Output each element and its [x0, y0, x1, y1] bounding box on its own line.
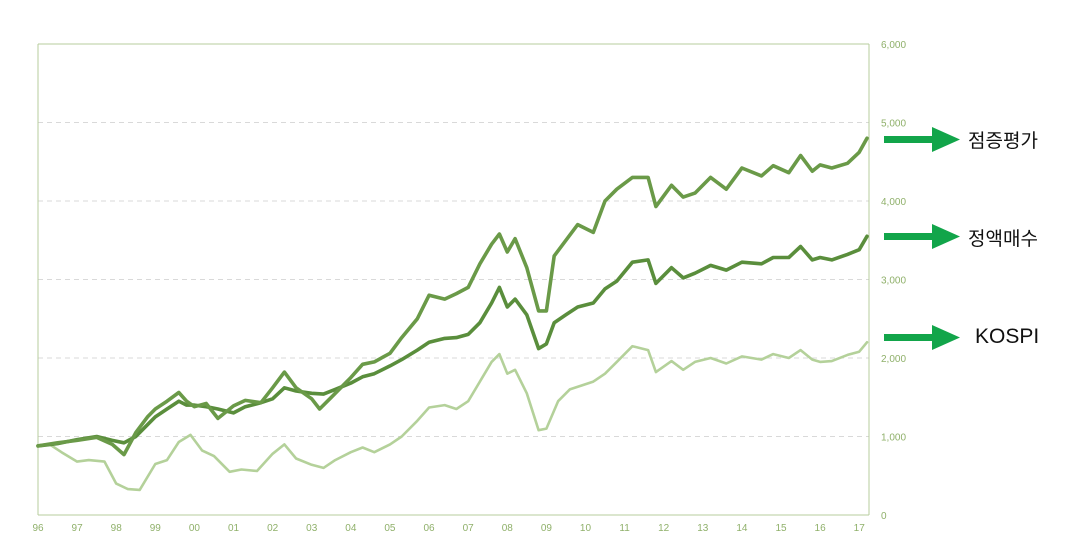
- legend-label-kospi: KOSPI: [975, 325, 1040, 348]
- x-tick-label: 12: [658, 523, 670, 534]
- y-tick-label: 3,000: [881, 276, 906, 287]
- x-tick-label: 14: [736, 523, 748, 534]
- y-tick-label: 4,000: [881, 197, 906, 208]
- x-tick-label: 97: [72, 523, 84, 534]
- legend-arrow-정액매수: [884, 224, 960, 249]
- x-tick-label: 01: [228, 523, 240, 534]
- x-tick-label: 06: [423, 523, 435, 534]
- x-tick-label: 96: [32, 523, 44, 534]
- x-tick-label: 13: [697, 523, 709, 534]
- x-tick-label: 16: [815, 523, 827, 534]
- legend-label-점증평가: 점증평가: [968, 130, 1038, 152]
- x-tick-label: 07: [463, 523, 475, 534]
- x-tick-label: 10: [580, 523, 592, 534]
- y-tick-label: 0: [881, 511, 887, 522]
- x-tick-label: 03: [306, 523, 318, 534]
- legend-arrow-kospi: [884, 325, 960, 350]
- series-line-정액매수: [36, 234, 869, 448]
- series-line-점증평가: [36, 136, 869, 457]
- x-tick-label: 09: [541, 523, 553, 534]
- y-tick-label: 5,000: [881, 119, 906, 130]
- series-line-KOSPI: [36, 341, 869, 492]
- x-tick-label: 11: [619, 523, 630, 534]
- x-tick-label: 15: [775, 523, 787, 534]
- y-tick-label: 6,000: [881, 40, 906, 51]
- x-tick-label: 04: [345, 523, 357, 534]
- legend-arrow-점증평가: [884, 127, 960, 152]
- x-tick-label: 98: [111, 523, 123, 534]
- x-tick-label: 17: [854, 523, 866, 534]
- x-tick-label: 02: [267, 523, 279, 534]
- y-tick-label: 1,000: [881, 433, 906, 444]
- y-tick-label: 2,000: [881, 354, 906, 365]
- x-tick-label: 00: [189, 523, 201, 534]
- x-tick-label: 08: [502, 523, 514, 534]
- x-tick-label: 99: [150, 523, 162, 534]
- legend-label-정액매수: 정액매수: [968, 228, 1038, 250]
- x-tick-label: 05: [384, 523, 396, 534]
